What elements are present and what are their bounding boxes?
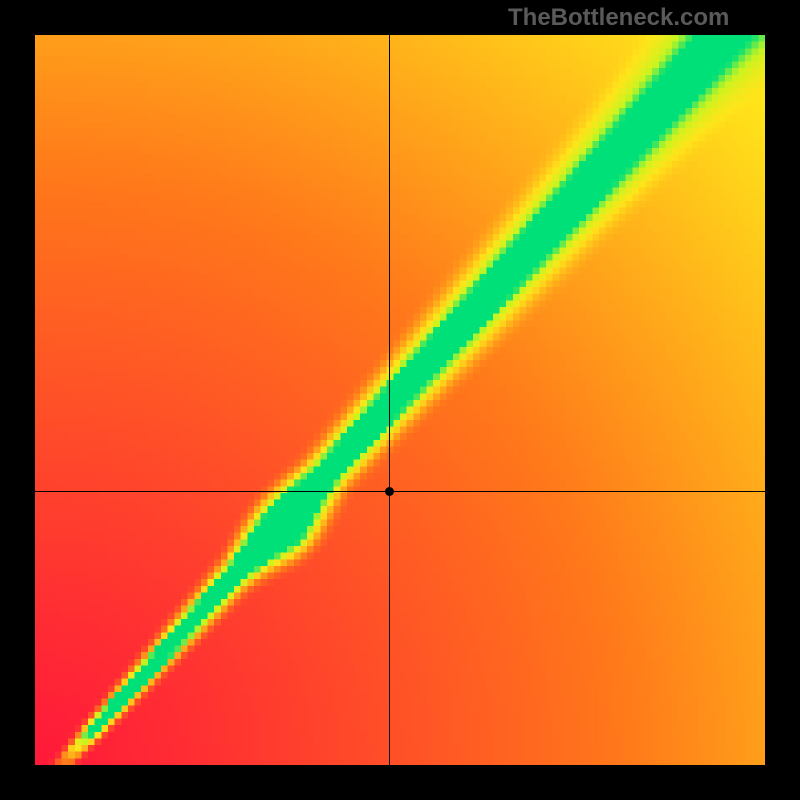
bottleneck-heatmap xyxy=(35,35,765,765)
crosshair-dot xyxy=(385,487,394,496)
chart-area xyxy=(35,35,765,765)
watermark-text: TheBottleneck.com xyxy=(508,4,729,32)
crosshair-vertical xyxy=(389,35,390,765)
crosshair-horizontal xyxy=(35,491,765,492)
